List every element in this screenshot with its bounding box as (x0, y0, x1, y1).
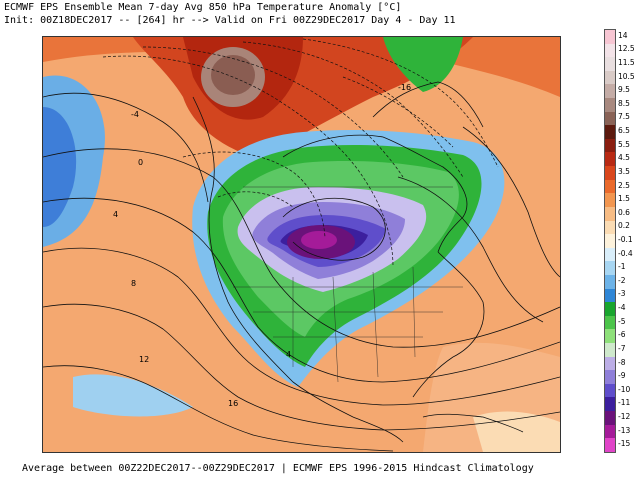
colorbar-swatch (605, 30, 615, 44)
colorbar-label: 9.5 (618, 85, 630, 95)
height-contours (43, 92, 560, 452)
colorbar-swatch (605, 424, 615, 439)
contour-label: -4 (131, 110, 139, 119)
colorbar-label: -7 (618, 343, 626, 353)
region-greenland-cold (383, 37, 463, 92)
colorbar-label: 3.5 (618, 166, 630, 176)
coastlines (192, 81, 524, 443)
colorbar-label: -5 (618, 316, 626, 326)
colorbar-swatch (605, 152, 615, 167)
contour-label: 16 (228, 399, 238, 408)
contour-label: 12 (139, 355, 149, 364)
colorbar-label: -0.4 (618, 248, 633, 258)
colorbar-label: -12 (618, 411, 631, 421)
colorbar-label: -2 (618, 275, 626, 285)
colorbar-swatch (605, 166, 615, 180)
colorbar-label: 5.5 (618, 139, 630, 149)
colorbar-labels: 14 12.5 11.5 10.5 9.5 8.5 7.5 6.5 5.5 4.5 3.5 2.5 1.… (618, 29, 640, 451)
colorbar-swatch (605, 98, 615, 112)
colorbar-swatch (605, 179, 615, 194)
colorbar-label: 7.5 (618, 112, 630, 122)
temperature-anomaly-map: -4 -16 0 4 8 12 16 4 (42, 36, 561, 453)
political-borders (233, 186, 463, 383)
colorbar-label: -9 (618, 371, 626, 381)
colorbar-label: -8 (618, 357, 626, 367)
colorbar-swatch (605, 438, 615, 452)
colorbar-label: 0.6 (618, 207, 630, 217)
colorbar-swatch (605, 247, 615, 262)
colorbar-label: 6.5 (618, 126, 630, 136)
colorbar-label: -6 (618, 330, 626, 340)
colorbar-label: -4 (618, 303, 626, 313)
colorbar-label: -13 (618, 425, 631, 435)
colorbar-swatch (605, 383, 615, 398)
colorbar-swatch (605, 193, 615, 207)
colorbar-label: 1.5 (618, 194, 630, 204)
colorbar-label: -3 (618, 289, 626, 299)
contour-label: 8 (131, 279, 136, 288)
colorbar-label: 12.5 (618, 44, 635, 54)
colorbar-label: -15 (618, 439, 631, 449)
colorbar-label: 8.5 (618, 98, 630, 108)
colorbar-swatch (605, 220, 615, 235)
colorbar-swatch (605, 138, 615, 153)
colorbar-swatch (605, 302, 615, 316)
colorbar-label: -10 (618, 384, 631, 394)
contour-label: -16 (398, 83, 411, 92)
colorbar-swatch (605, 57, 615, 71)
colorbar-swatch (605, 84, 615, 99)
colorbar-label: -1 (618, 262, 626, 272)
contour-label: 0 (138, 158, 143, 167)
colorbar (604, 29, 616, 453)
colorbar-swatch (605, 261, 615, 275)
colorbar-swatch (605, 274, 615, 289)
colorbar-swatch (605, 356, 615, 371)
colorbar-label: 0.2 (618, 221, 630, 231)
colorbar-swatch (605, 70, 615, 85)
region-subtropical-cool (73, 374, 193, 417)
map-subtitle: Init: 00Z18DEC2017 -- [264] hr --> Valid… (4, 15, 456, 26)
colorbar-swatch (605, 125, 615, 139)
colorbar-label: 2.5 (618, 180, 630, 190)
colorbar-label: 11.5 (618, 58, 635, 68)
colorbar-swatch (605, 111, 615, 126)
colorbar-swatch (605, 343, 615, 357)
colorbar-swatch (605, 234, 615, 248)
dashed-contours (102, 38, 499, 268)
colorbar-swatch (605, 288, 615, 303)
colorbar-label: 14 (618, 30, 628, 40)
colorbar-swatch (605, 43, 615, 58)
colorbar-label: 10.5 (618, 71, 635, 81)
contour-label: 4 (113, 210, 118, 219)
contour-label: 4 (286, 350, 291, 359)
colorbar-label: 4.5 (618, 153, 630, 163)
map-title: ECMWF EPS Ensemble Mean 7-day Avg 850 hP… (4, 2, 402, 13)
colorbar-swatch (605, 397, 615, 412)
colorbar-swatch (605, 370, 615, 384)
colorbar-swatch (605, 411, 615, 425)
map-footer: Average between 00Z22DEC2017--00Z29DEC20… (22, 463, 534, 474)
colorbar-swatch (605, 315, 615, 330)
colorbar-swatch (605, 329, 615, 344)
colorbar-label: -11 (618, 398, 631, 408)
colorbar-swatch (605, 206, 615, 221)
colorbar-label: -0.1 (618, 235, 633, 244)
